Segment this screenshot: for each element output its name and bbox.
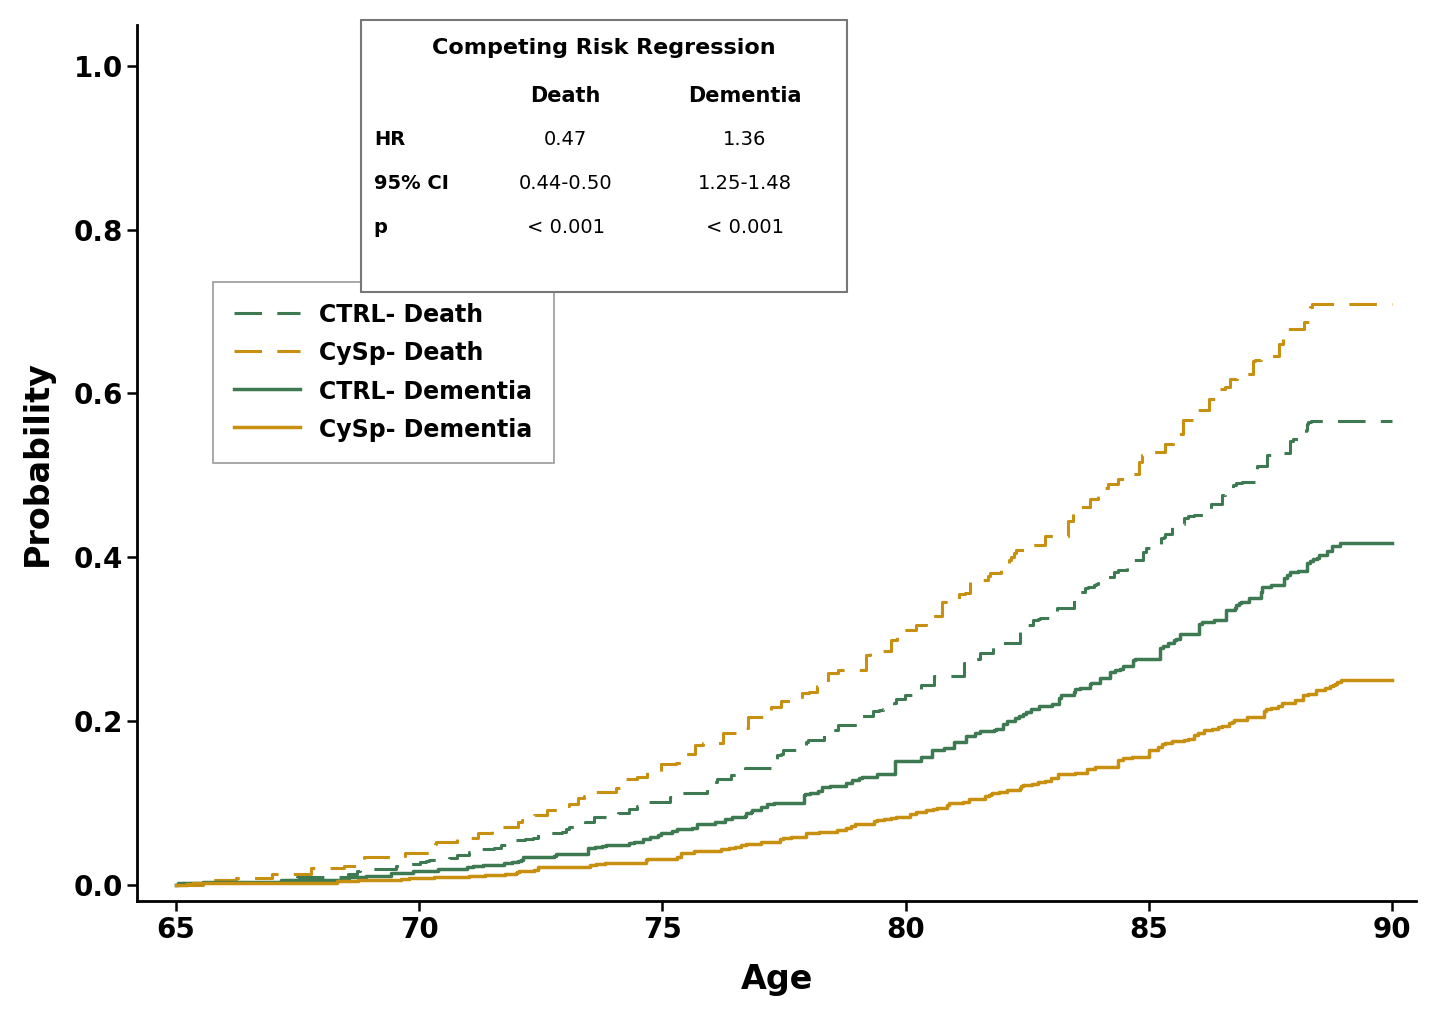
Text: 0.47: 0.47 [545,130,588,148]
Text: Death: Death [530,86,601,106]
X-axis label: Age: Age [740,963,813,997]
Text: 95% CI: 95% CI [374,174,448,193]
Text: < 0.001: < 0.001 [706,218,783,237]
Text: < 0.001: < 0.001 [527,218,605,237]
Text: 1.36: 1.36 [723,130,766,148]
FancyBboxPatch shape [361,20,846,292]
Text: Competing Risk Regression: Competing Risk Regression [433,38,776,58]
Legend: CTRL- Death, CySp- Death, CTRL- Dementia, CySp- Dementia: CTRL- Death, CySp- Death, CTRL- Dementia… [213,282,553,463]
Text: p: p [374,218,388,237]
Text: HR: HR [374,130,405,148]
Y-axis label: Probability: Probability [20,360,53,565]
Text: Dementia: Dementia [688,86,802,106]
Text: 0.44-0.50: 0.44-0.50 [519,174,612,193]
Text: 1.25-1.48: 1.25-1.48 [698,174,792,193]
